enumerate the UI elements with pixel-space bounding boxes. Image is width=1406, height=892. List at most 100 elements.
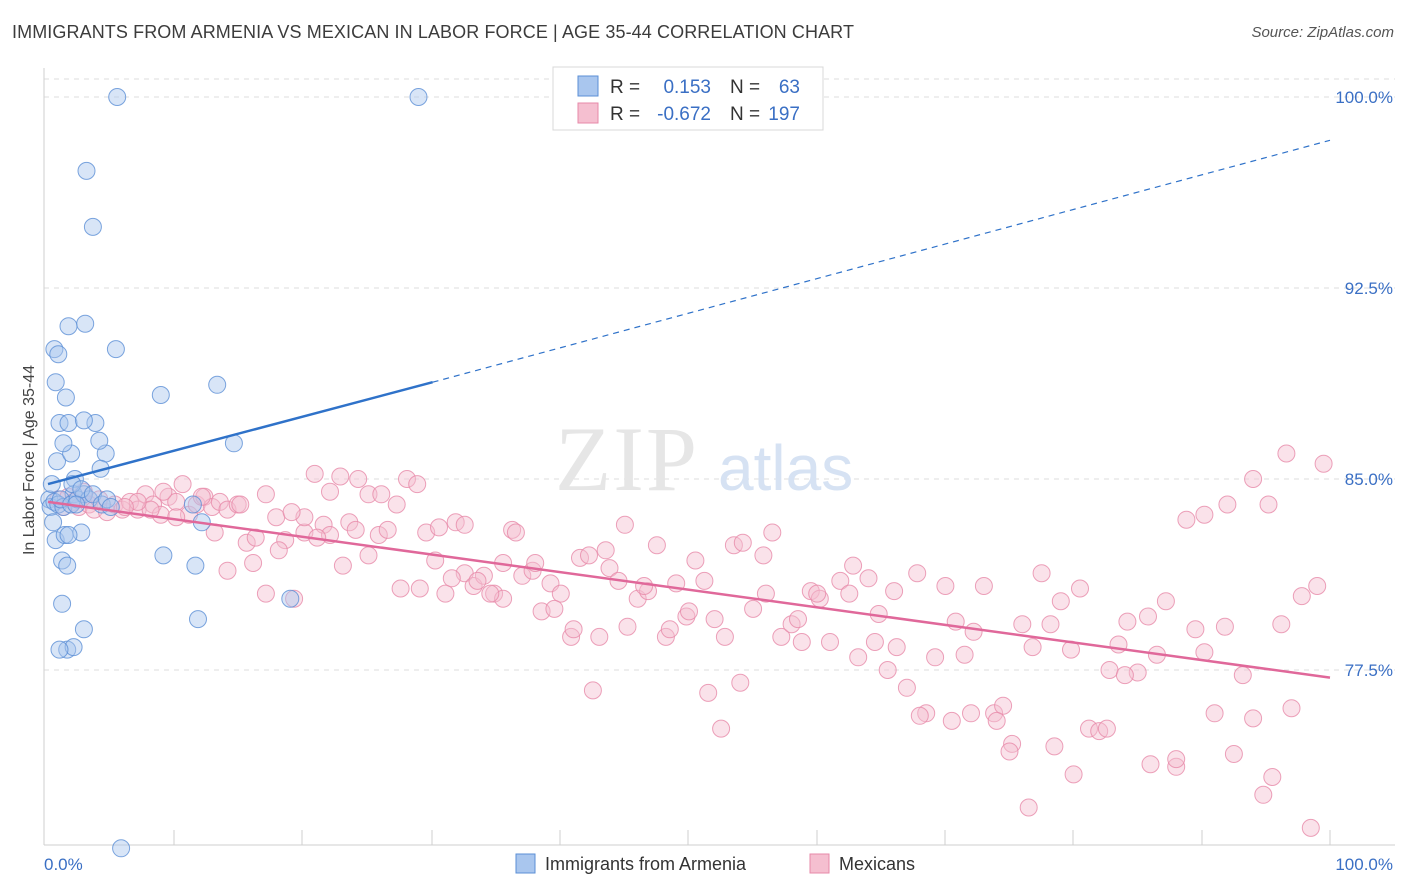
mexicans-point-77 — [715, 627, 734, 646]
watermark-atlas: atlas — [718, 432, 853, 504]
armenia-trend-solid — [47, 381, 433, 486]
mexicans-point-60 — [551, 584, 570, 603]
mexicans-point-148 — [1115, 666, 1134, 685]
mexicans-point-34 — [305, 464, 324, 483]
armenia-point-55 — [208, 375, 227, 394]
mexicans-point-53 — [485, 584, 504, 603]
armenia-point-57 — [154, 546, 173, 565]
mexicans-point-123 — [1156, 592, 1175, 611]
mexicans-point-108 — [1013, 615, 1032, 634]
mexicans-point-184 — [391, 579, 410, 598]
mexicans-point-63 — [580, 546, 598, 565]
legend-n-label-1: N = — [730, 77, 760, 98]
mexicans-point-97 — [908, 564, 927, 583]
mexicans-point-92 — [859, 569, 878, 588]
mexicans-point-80 — [744, 599, 763, 618]
mexicans-point-186 — [359, 546, 378, 565]
armenia-point-46 — [64, 638, 83, 657]
legend-n-value-1: 63 — [779, 77, 800, 98]
armenia-point-41 — [76, 314, 95, 333]
mexicans-point-88 — [821, 633, 839, 651]
mexicans-point-200 — [167, 508, 186, 527]
mexicans-point-187 — [346, 520, 365, 539]
mexicans-point-38 — [340, 513, 359, 532]
series-mexicans — [49, 444, 1333, 837]
legend-r-label-2: R = — [610, 104, 640, 125]
mexicans-point-12 — [121, 492, 139, 511]
mexicans-point-64 — [590, 627, 609, 646]
mexicans-point-159 — [865, 633, 884, 651]
mexicans-point-110 — [1032, 564, 1051, 583]
mexicans-point-197 — [218, 561, 237, 580]
mexicans-point-157 — [910, 706, 929, 725]
mexicans-point-30 — [267, 508, 286, 527]
mexicans-point-147 — [1141, 755, 1160, 774]
armenia-point-32 — [83, 485, 102, 504]
mexicans-point-169 — [635, 577, 654, 595]
legend-swatch-blue — [577, 75, 599, 97]
mexicans-point-134 — [1263, 768, 1282, 786]
armenia-trend-dashed — [432, 139, 1331, 383]
mexicans-point-81 — [754, 546, 773, 565]
mexicans-point-99 — [926, 648, 945, 667]
series-legend: Immigrants from Armenia Mexicans — [515, 853, 915, 874]
axes — [43, 68, 1395, 846]
mexicans-point-91 — [849, 648, 868, 667]
x-tick-label-max: 100.0% — [1335, 855, 1393, 874]
mexicans-point-152 — [1019, 798, 1038, 817]
mexicans-point-168 — [660, 620, 679, 639]
mexicans-point-151 — [1045, 737, 1064, 756]
mexicans-point-79 — [733, 533, 752, 552]
mexicans-point-83 — [772, 627, 791, 646]
armenia-point-62 — [281, 589, 300, 608]
mexicans-point-133 — [1254, 785, 1273, 804]
armenia-point-51 — [77, 161, 96, 180]
armenia-point-42 — [59, 317, 78, 336]
mexicans-point-201 — [154, 482, 173, 501]
mexicans-point-96 — [897, 678, 916, 697]
mexicans-point-61 — [562, 627, 581, 646]
armenia-point-47 — [74, 620, 93, 639]
legend-armenia-label: Immigrants from Armenia — [545, 854, 747, 874]
mexicans-point-126 — [1186, 620, 1205, 639]
mexicans-point-48 — [436, 584, 455, 603]
mexicans-point-82 — [763, 523, 782, 542]
mexicans-point-124 — [1167, 757, 1186, 776]
mexicans-point-137 — [1292, 587, 1311, 606]
mexicans-point-94 — [878, 661, 897, 679]
armenia-point-9 — [49, 345, 68, 364]
armenia-point-3 — [44, 513, 63, 532]
mexicans-point-70 — [647, 536, 666, 555]
mexicans-point-172 — [583, 681, 602, 700]
mexicans-point-166 — [699, 683, 718, 702]
mexicans-point-119 — [1118, 612, 1137, 631]
mexicans-point-163 — [756, 584, 775, 603]
mexicans-point-39 — [349, 470, 368, 488]
mexicans-point-162 — [789, 610, 807, 629]
armenia-point-54 — [151, 386, 170, 404]
mexicans-point-27 — [237, 533, 256, 552]
armenia-point-27 — [58, 556, 77, 575]
mexicans-point-178 — [481, 584, 500, 603]
mexicans-point-141 — [1277, 444, 1296, 463]
armenia-point-26 — [53, 551, 72, 570]
legend-n-value-2: 197 — [768, 104, 800, 125]
mexicans-point-129 — [1215, 617, 1234, 636]
mexicans-point-37 — [331, 467, 350, 486]
mexicans-point-106 — [994, 696, 1013, 715]
armenia-point-39 — [101, 498, 120, 516]
mexicans-point-171 — [596, 541, 615, 560]
mexicans-point-112 — [1051, 592, 1070, 611]
mexicans-point-128 — [1205, 704, 1224, 723]
mexicans-point-121 — [1139, 607, 1157, 626]
mexicans-point-196 — [231, 495, 250, 514]
x-tick-label-min: 0.0% — [44, 855, 83, 874]
mexicans-point-144 — [1218, 495, 1237, 514]
mexicans-point-136 — [1282, 699, 1301, 718]
y-tick-labels: 100.0% 92.5% 85.0% 77.5% — [1335, 88, 1393, 680]
watermark-zip: ZIP — [555, 408, 699, 510]
mexicans-trend — [47, 500, 1331, 679]
mexicans-point-32 — [285, 589, 304, 608]
mexicans-point-167 — [680, 602, 698, 621]
